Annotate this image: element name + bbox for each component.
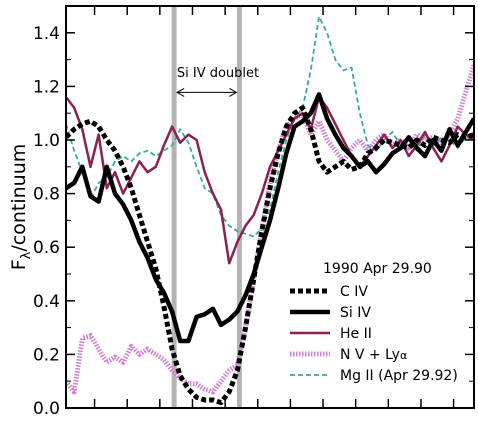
doublet-annotation-label: Si IV doublet	[177, 66, 259, 81]
y-axis-label: Fλ/continuum	[8, 144, 34, 271]
legend-label-0: C IV	[340, 284, 368, 300]
y-axis-label-rest: /continuum	[8, 144, 30, 252]
doublet-annotation-arrowhead-right	[229, 87, 238, 97]
silicon-doublet-bands	[171, 6, 242, 408]
y-tick-label-6: 1.2	[33, 77, 60, 97]
axis-ticks: 0.0 0.2 0.4 0.6 0.8 1.0 1.2 1.4	[33, 5, 474, 419]
legend-label-1: Si IV	[340, 305, 371, 321]
y-tick-label-2: 0.4	[33, 292, 60, 312]
legend-title: 1990 Apr 29.90	[323, 261, 432, 277]
y-tick-label-1: 0.2	[33, 345, 60, 365]
series-line-2	[66, 95, 474, 265]
y-tick-label-4: 0.8	[33, 185, 60, 205]
doublet-annotation-arrowhead-left	[176, 87, 185, 97]
series-line-1	[66, 92, 474, 344]
series-line-4	[66, 15, 474, 238]
legend-label-4: Mg II (Apr 29.92)	[340, 368, 458, 384]
spectral-lines	[66, 15, 474, 406]
y-tick-label-5: 1.0	[33, 131, 60, 151]
legend-label-3: N V + Lyα	[340, 347, 407, 363]
legend: 1990 Apr 29.90 C IV Si IV He II N V + Lyα Mg…	[290, 261, 458, 384]
doublet-annotation: Si IV doublet	[176, 66, 259, 97]
y-axis-label-subscript: λ	[19, 251, 34, 259]
series-line-3	[66, 64, 474, 395]
y-tick-label-7: 1.4	[33, 24, 60, 44]
plot-frame	[65, 5, 475, 409]
series-line-0	[66, 105, 474, 406]
legend-label-2: He II	[340, 326, 372, 342]
legend-label-suffix-3: α	[400, 349, 407, 362]
y-tick-label-3: 0.6	[33, 238, 60, 258]
y-tick-label-0: 0.0	[33, 399, 60, 419]
